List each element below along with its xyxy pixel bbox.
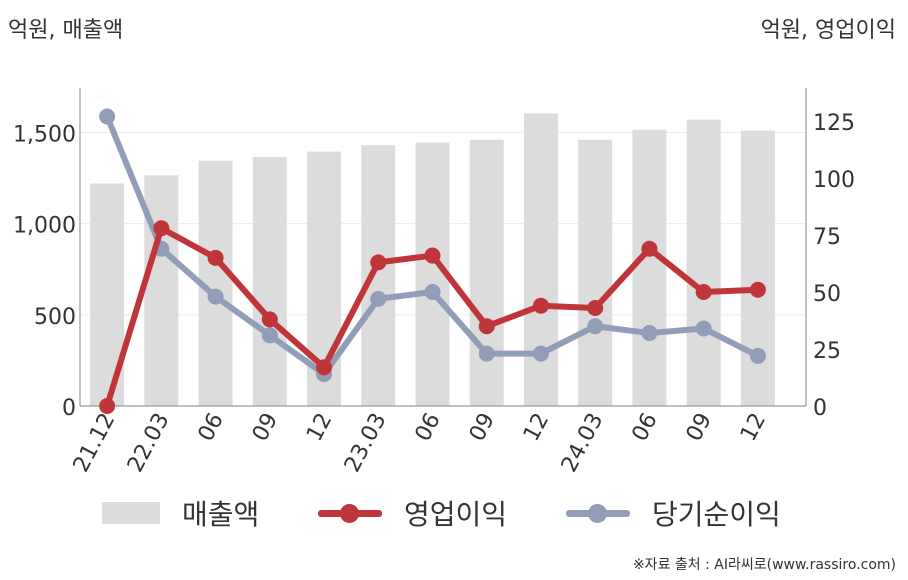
- x-tick-label: 09: [682, 409, 717, 445]
- series-point: [641, 240, 658, 257]
- series-point: [261, 327, 278, 344]
- sales-bar: [632, 129, 667, 406]
- x-tick-label: 06: [194, 409, 229, 445]
- op-swatch: [318, 503, 382, 523]
- legend-item-sales: 매출액: [102, 493, 259, 533]
- x-tick-label: 12: [519, 409, 554, 445]
- sales-bar: [740, 130, 775, 406]
- series-point: [261, 311, 278, 328]
- sales-bar: [144, 175, 179, 406]
- x-tick-label: 09: [248, 409, 283, 445]
- series-point: [370, 290, 387, 307]
- sales-bars: [90, 113, 775, 407]
- legend-label-op: 영업이익: [404, 498, 508, 531]
- net-swatch-dot: [588, 503, 607, 523]
- right-tick-label: 75: [813, 225, 841, 250]
- series-point: [370, 254, 387, 271]
- x-tick-label: 22.03: [123, 409, 175, 476]
- source-note: ※자료 출처 : AI라씨로(www.rassiro.com): [632, 557, 896, 573]
- series-point: [207, 249, 224, 266]
- x-tick-label: 12: [302, 409, 337, 445]
- left-tick-label: 1,000: [13, 214, 76, 239]
- left-axis-unit: 억원, 매출액: [8, 18, 124, 43]
- x-tick-label: 12: [736, 409, 771, 445]
- series-point: [99, 108, 116, 125]
- right-tick-label: 125: [813, 111, 855, 136]
- series-point: [532, 297, 549, 314]
- series-point: [99, 398, 116, 414]
- chart: 0 500 1,000 1,500 0 25 50 75 100 125 21.12 22.03 06 0…: [13, 88, 855, 476]
- left-tick-label: 500: [34, 305, 76, 330]
- x-tick-label: 24.03: [557, 409, 609, 476]
- sales-bar: [252, 157, 287, 406]
- series-point: [153, 220, 170, 237]
- series-point: [424, 284, 441, 301]
- x-tick-label: 21.12: [69, 409, 121, 476]
- x-tick-label: 23.03: [340, 409, 392, 476]
- series-point: [478, 345, 495, 362]
- line-series: [99, 108, 766, 414]
- right-tick-label: 100: [813, 168, 855, 193]
- sales-bar: [578, 139, 613, 406]
- series-point: [587, 299, 604, 316]
- sales-swatch: [102, 502, 160, 524]
- op-swatch-dot: [340, 503, 359, 523]
- legend-label-net: 당기순이익: [652, 498, 781, 531]
- series-point: [316, 359, 333, 376]
- series-point: [641, 325, 658, 342]
- series-point: [749, 281, 766, 298]
- right-tick-label: 25: [813, 339, 841, 364]
- series-point: [695, 320, 712, 337]
- series-point: [532, 345, 549, 362]
- axes: [79, 88, 807, 407]
- right-tick-label: 0: [813, 396, 827, 421]
- x-tick-label: 06: [411, 409, 446, 445]
- series-point: [587, 318, 604, 335]
- legend-label-sales: 매출액: [182, 498, 260, 531]
- series-point: [478, 318, 495, 335]
- series-point: [207, 288, 224, 305]
- sales-bar: [523, 113, 558, 406]
- legend-item-net: 당기순이익: [566, 493, 781, 533]
- x-tick-label: 09: [465, 409, 500, 445]
- right-axis-unit: 억원, 영업이익: [760, 18, 896, 43]
- right-tick-label: 50: [813, 282, 841, 307]
- series-point: [749, 347, 766, 364]
- sales-bar: [469, 139, 504, 406]
- legend: 매출액 영업이익 당기순이익: [0, 493, 908, 537]
- legend-item-op: 영업이익: [318, 493, 507, 533]
- series-point: [424, 247, 441, 264]
- net-swatch: [566, 503, 630, 523]
- x-tick-label: 06: [628, 409, 663, 445]
- sales-bar: [686, 119, 721, 407]
- series-point: [695, 284, 712, 301]
- sales-bar: [361, 145, 396, 406]
- left-tick-label: 1,500: [13, 122, 76, 147]
- left-tick-label: 0: [62, 396, 76, 421]
